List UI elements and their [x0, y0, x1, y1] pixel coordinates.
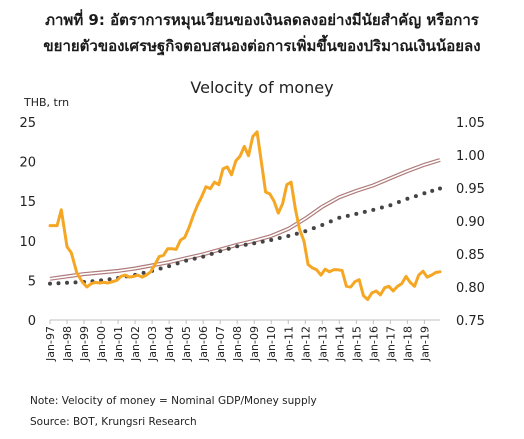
dots-series-point — [371, 207, 376, 212]
dots-series-point — [320, 223, 325, 227]
dots-series-point — [158, 266, 163, 271]
x-tick-label: Jan-18 — [401, 326, 414, 362]
dots-series-point — [260, 239, 265, 244]
dots-series-point — [226, 246, 231, 251]
dots-series-point — [303, 229, 308, 234]
x-tick-label: Jan-11 — [282, 326, 295, 362]
dots-series-point — [73, 280, 78, 285]
dots-series-point — [286, 234, 291, 238]
dots-series-point — [422, 191, 427, 196]
chart-plot: Jan-97 Jan-98 Jan-99 Jan-00 Jan-01 Jan-02 Jan-… — [19, 116, 485, 362]
brown-series-line-outer — [49, 158, 441, 281]
dots-series-point — [252, 241, 257, 246]
x-tick-label: Jan-01 — [112, 326, 125, 362]
x-tick-label: Jan-04 — [163, 326, 176, 362]
right-y-tick-label: 1.05 — [456, 116, 485, 131]
dots-series-point — [362, 209, 367, 214]
left-y-tick-label: 20 — [19, 156, 36, 171]
dots-series-point — [413, 194, 418, 199]
x-tick-label: Jan-03 — [146, 326, 159, 362]
dots-series-point — [388, 203, 393, 208]
chart-source: Source: BOT, Krungsri Research — [30, 416, 197, 428]
dots-series-point — [396, 200, 401, 204]
dots-series-point — [328, 219, 333, 224]
left-y-tick-label: 10 — [19, 235, 36, 250]
dots-series-point — [243, 242, 248, 247]
x-tick-label: Jan-06 — [197, 326, 210, 362]
dots-series-point — [201, 254, 206, 259]
dots-series-point — [56, 281, 61, 286]
dots-series-point — [438, 186, 442, 191]
chart-note: Note: Velocity of money = Nominal GDP/Mo… — [30, 395, 317, 407]
dots-series-point — [269, 238, 274, 242]
x-tick-label: Jan-15 — [350, 326, 363, 362]
left-y-tick-label: 0 — [28, 314, 36, 329]
dots-series-point — [218, 249, 223, 254]
dots-series-point — [141, 270, 146, 275]
x-tick-label: Jan-13 — [316, 326, 329, 362]
dots-series-point — [354, 211, 359, 216]
dots-series-point — [430, 188, 435, 193]
left-axis-unit-label: THB, trn — [24, 96, 70, 109]
left-y-tick-label: 25 — [19, 116, 36, 131]
dots-series-point — [65, 280, 69, 285]
dots-series-point — [277, 236, 282, 240]
dots-series-point — [107, 277, 112, 282]
dots-series-point — [184, 258, 189, 263]
dots-series-point — [192, 256, 197, 261]
orange-series-group — [48, 130, 442, 301]
dots-series-point — [345, 213, 350, 218]
x-tick-label: Jan-10 — [265, 326, 278, 362]
chart-title: Velocity of money — [190, 78, 334, 97]
x-tick-label: Jan-14 — [333, 326, 346, 362]
x-tick-label: Jan-16 — [367, 326, 380, 362]
right-y-tick-label: 0.75 — [456, 314, 485, 329]
dots-series-point — [175, 261, 180, 266]
x-tick-label: Jan-97 — [44, 326, 57, 362]
dots-series-point — [209, 251, 214, 256]
dots-series-point — [379, 205, 384, 210]
x-tick-label: Jan-00 — [95, 326, 108, 362]
right-y-tick-label: 0.85 — [456, 248, 485, 263]
brown-series-group — [49, 158, 441, 281]
orange-series-line — [48, 130, 442, 301]
figure-heading-line-1: ภาพที่ 9: อัตราการหมุนเวียนของเงินลดลงอย… — [45, 11, 479, 29]
x-tick-label: Jan-09 — [248, 326, 261, 362]
dots-series-point — [235, 244, 240, 249]
dots-series-point — [311, 226, 316, 231]
left-y-tick-label: 15 — [19, 195, 36, 210]
x-tick-label: Jan-99 — [78, 326, 91, 362]
right-y-tick-label: 1.00 — [456, 149, 485, 164]
right-y-tick-label: 0.95 — [456, 182, 485, 197]
left-y-tick-label: 5 — [28, 274, 36, 289]
x-tick-label: Jan-19 — [418, 326, 431, 362]
dots-series-point — [48, 281, 52, 286]
dots-series-point — [167, 264, 172, 269]
figure-heading-line-2: ขยายตัวของเศรษฐกิจตอบสนองต่อการเพิ่มขึ้น… — [43, 37, 481, 55]
axes-group: Jan-97 Jan-98 Jan-99 Jan-00 Jan-01 Jan-02 Jan-… — [19, 116, 485, 362]
x-tick-label: Jan-02 — [129, 326, 142, 362]
x-tick-label: Jan-12 — [299, 326, 312, 362]
x-tick-label: Jan-08 — [231, 326, 244, 362]
dots-series-point — [294, 231, 299, 236]
dots-series-point — [337, 215, 342, 220]
x-tick-label: Jan-98 — [61, 326, 74, 362]
right-y-tick-label: 0.90 — [456, 215, 485, 230]
dots-series-point — [405, 196, 410, 201]
x-tick-label: Jan-07 — [214, 326, 227, 362]
brown-series-line-inner — [49, 159, 441, 280]
x-tick-label: Jan-17 — [384, 326, 397, 362]
right-y-tick-label: 0.80 — [456, 281, 485, 296]
x-tick-label: Jan-05 — [180, 326, 193, 362]
